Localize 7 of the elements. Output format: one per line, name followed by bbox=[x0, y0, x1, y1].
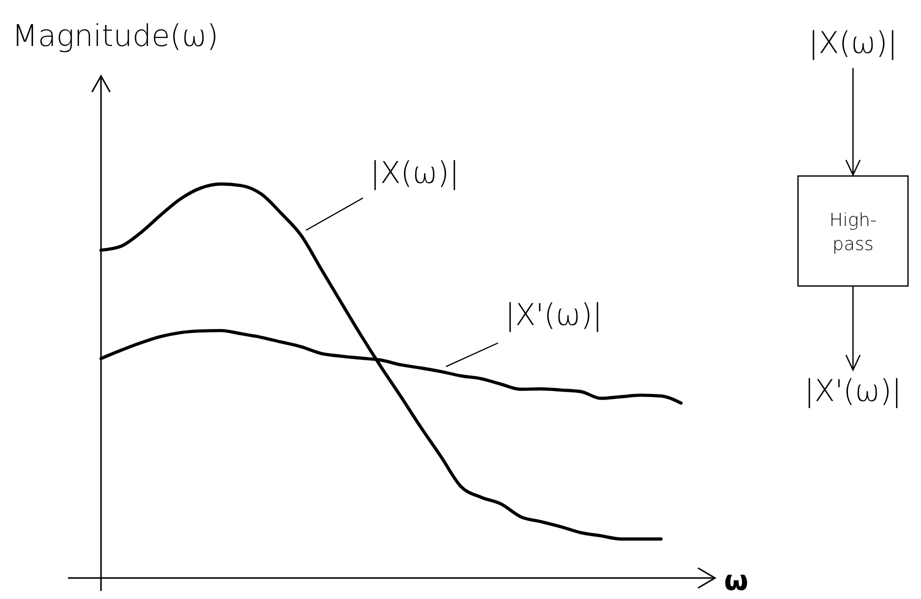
text: High-pass bbox=[829, 210, 877, 255]
text: |X(ω)| bbox=[808, 26, 898, 61]
text: |X'(ω)| bbox=[804, 374, 902, 409]
x-axis-title: ω bbox=[724, 564, 748, 597]
y-axis-title: Magnitude(ω) bbox=[12, 19, 218, 54]
series-label: |X'(ω)| bbox=[505, 298, 603, 333]
text: |X(ω)| bbox=[370, 156, 460, 191]
